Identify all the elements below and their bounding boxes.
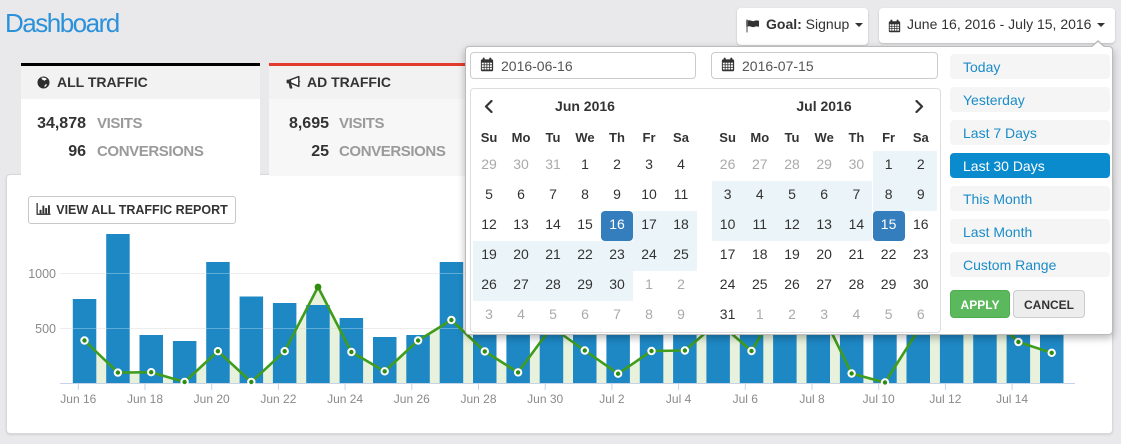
svg-text:Jun 16: Jun 16 <box>60 392 96 406</box>
svg-text:Jul 6: Jul 6 <box>733 392 759 406</box>
svg-text:Jun 22: Jun 22 <box>260 392 296 406</box>
svg-text:Jun 20: Jun 20 <box>194 392 230 406</box>
svg-text:500: 500 <box>35 322 56 336</box>
svg-text:Jun 18: Jun 18 <box>127 392 163 406</box>
svg-text:Jul 14: Jul 14 <box>996 392 1028 406</box>
svg-text:Jun 26: Jun 26 <box>394 392 430 406</box>
svg-text:Jul 2: Jul 2 <box>599 392 625 406</box>
svg-text:Jul 8: Jul 8 <box>799 392 825 406</box>
svg-text:Jun 30: Jun 30 <box>527 392 563 406</box>
svg-text:1000: 1000 <box>28 267 56 281</box>
svg-text:Jun 28: Jun 28 <box>460 392 496 406</box>
svg-text:Jul 12: Jul 12 <box>929 392 961 406</box>
svg-text:Jul 10: Jul 10 <box>863 392 895 406</box>
svg-text:Jul 4: Jul 4 <box>666 392 692 406</box>
svg-text:Jun 24: Jun 24 <box>327 392 363 406</box>
